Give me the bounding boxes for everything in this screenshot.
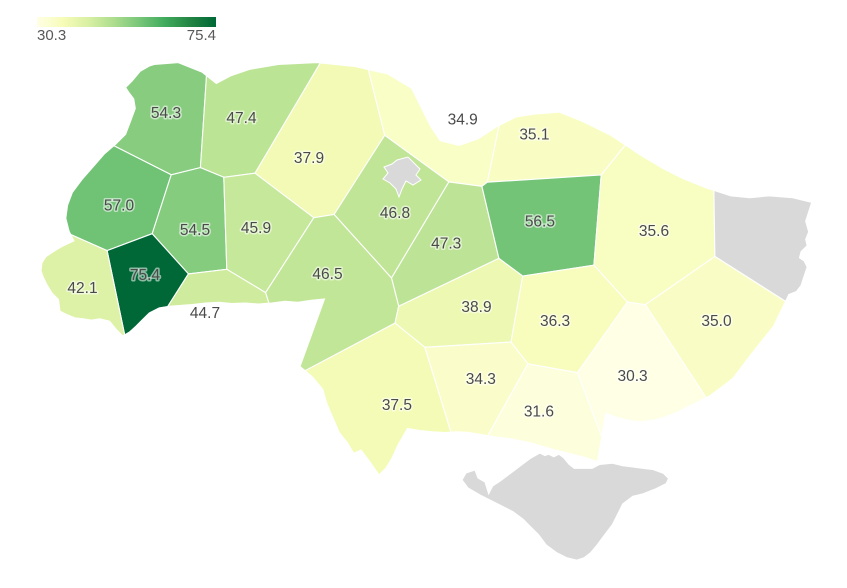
- svg-text:35.6: 35.6: [639, 223, 669, 240]
- svg-text:35.1: 35.1: [519, 127, 549, 144]
- svg-text:34.3: 34.3: [466, 371, 496, 388]
- svg-text:46.5: 46.5: [312, 266, 342, 283]
- svg-text:54.5: 54.5: [180, 222, 210, 239]
- svg-text:57.0: 57.0: [104, 198, 135, 215]
- svg-text:30.3: 30.3: [618, 368, 648, 385]
- svg-text:56.5: 56.5: [525, 214, 555, 231]
- svg-text:30.3: 30.3: [37, 27, 66, 44]
- svg-text:47.4: 47.4: [226, 110, 257, 127]
- svg-text:36.3: 36.3: [540, 313, 570, 330]
- svg-text:47.3: 47.3: [431, 236, 461, 253]
- svg-text:38.9: 38.9: [461, 299, 491, 316]
- svg-text:34.9: 34.9: [448, 112, 478, 129]
- svg-text:54.3: 54.3: [151, 105, 181, 122]
- svg-text:75.4: 75.4: [130, 267, 161, 284]
- svg-text:31.6: 31.6: [524, 403, 554, 420]
- svg-text:37.5: 37.5: [382, 397, 412, 414]
- svg-text:45.9: 45.9: [241, 220, 271, 237]
- svg-text:44.7: 44.7: [190, 305, 220, 322]
- svg-text:46.8: 46.8: [380, 205, 410, 222]
- svg-text:35.0: 35.0: [701, 313, 732, 330]
- svg-text:37.9: 37.9: [294, 150, 324, 167]
- svg-text:75.4: 75.4: [187, 27, 216, 44]
- svg-text:42.1: 42.1: [67, 280, 97, 297]
